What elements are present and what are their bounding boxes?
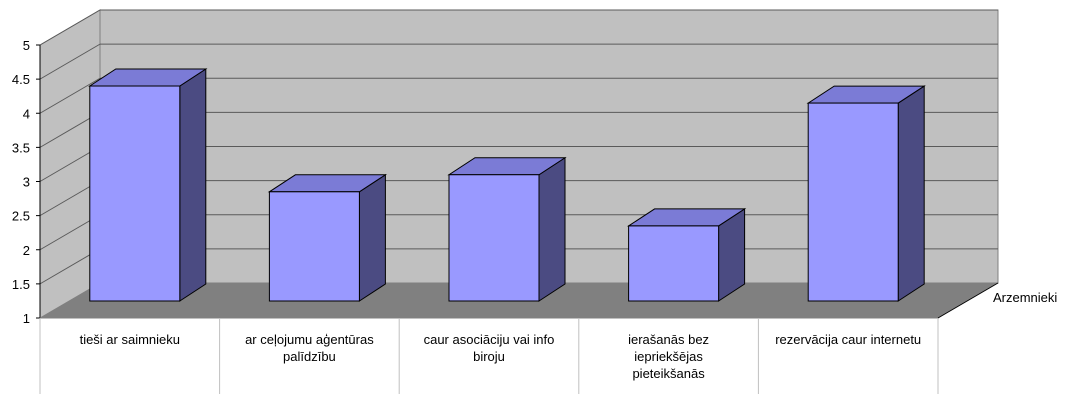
x-axis: tieši ar saimnieku ar ceļojumu aģentūras p…	[39, 317, 939, 394]
bar-side	[358, 173, 386, 302]
category-label: tieši ar saimnieku	[80, 332, 180, 347]
bar-front	[628, 225, 720, 302]
bar	[88, 68, 208, 302]
category-label: ar ceļojumu aģentūras palīdzību	[245, 332, 374, 364]
bar-front	[89, 85, 181, 302]
bar-front	[807, 102, 899, 302]
y-axis: 1 1.5 2 2.5 3 3.5 4 4.5 5	[12, 38, 41, 326]
y-tick-label: 5	[23, 38, 30, 53]
bar-side	[179, 68, 207, 302]
bar	[447, 156, 567, 302]
bar	[626, 208, 747, 302]
bar-front	[448, 174, 540, 302]
gridline-side	[39, 77, 101, 114]
y-tick-label: 4.5	[12, 72, 30, 87]
series-label: Arzemnieki	[993, 290, 1057, 305]
bar	[806, 85, 926, 302]
bar-front	[268, 191, 360, 302]
gridline-side	[39, 9, 101, 46]
y-tick-label: 2.5	[12, 209, 30, 224]
category-label: caur asociāciju vai info biroju	[424, 332, 555, 364]
gridline-side	[39, 43, 101, 80]
bar-side	[538, 156, 566, 302]
category-label: ierašanās bez iepriekšējas pieteikšanās	[628, 332, 709, 381]
y-tick-label: 4	[23, 106, 30, 121]
bars	[88, 68, 926, 302]
depth-axis: Arzemnieki	[937, 282, 1057, 319]
y-tick-label: 1.5	[12, 277, 30, 292]
y-tick-label: 3	[23, 175, 30, 190]
bar	[267, 173, 388, 302]
y-tick-label: 1	[23, 311, 30, 326]
y-tick-label: 3.5	[12, 140, 30, 155]
y-tick-label: 2	[23, 243, 30, 258]
category-label: rezervācija caur internetu	[775, 332, 921, 347]
bar-side	[897, 85, 925, 302]
depth-axis-line	[937, 282, 999, 319]
